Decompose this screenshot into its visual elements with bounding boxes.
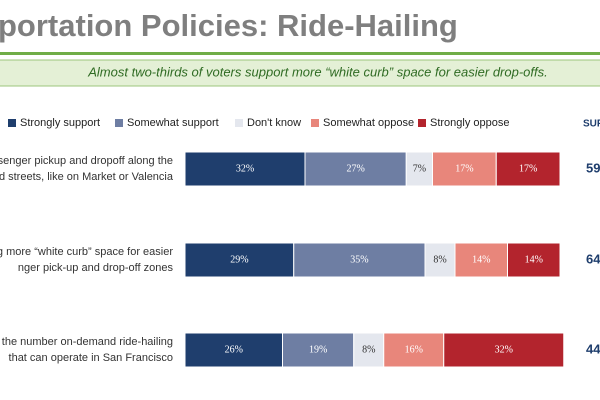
bar-segment — [293, 242, 426, 278]
value-label: 8% — [433, 254, 446, 265]
title: portation Policies: Ride-Hailing — [0, 8, 458, 43]
bar-segment — [495, 151, 561, 187]
category-label: nger pick-up and drop-off zones — [18, 262, 174, 274]
bar-segment — [304, 151, 407, 187]
category-label: g more “white curb” space for easier — [0, 246, 173, 258]
side-header: SUP — [583, 119, 600, 130]
legend-label: Strongly oppose — [430, 117, 510, 129]
legend-label: Somewhat support — [127, 117, 219, 129]
legend-swatch — [418, 119, 426, 127]
category-label: that can operate in San Francisco — [9, 352, 173, 364]
side-value: 59 — [586, 160, 600, 175]
value-label: 14% — [525, 254, 543, 265]
value-label: 17% — [519, 163, 537, 174]
value-label: 32% — [495, 344, 513, 355]
bar-segment — [507, 242, 561, 278]
value-label: 8% — [362, 344, 375, 355]
value-label: 32% — [236, 163, 254, 174]
legend-label: Somewhat oppose — [323, 117, 414, 129]
legend-label: Don't know — [247, 117, 301, 129]
bar-segment — [424, 242, 456, 278]
value-label: 16% — [405, 344, 423, 355]
bar-segment — [282, 332, 355, 368]
value-label: 26% — [225, 344, 243, 355]
subtitle-band — [0, 60, 600, 86]
value-label: 14% — [472, 254, 490, 265]
bar-segment — [353, 332, 385, 368]
value-label: 7% — [413, 163, 426, 174]
side-value: 44 — [586, 341, 600, 356]
legend-swatch — [8, 119, 16, 127]
category-label: senger pickup and dropoff along the — [0, 155, 173, 167]
category-label: the number on-demand ride-hailing — [2, 336, 173, 348]
bar-segment — [383, 332, 445, 368]
bar-segment — [184, 242, 295, 278]
bar-segment — [443, 332, 565, 368]
subtitle: Almost two-thirds of voters support more… — [87, 64, 548, 79]
category-label: ed streets, like on Market or Valencia — [0, 171, 174, 183]
bar-segment — [184, 332, 283, 368]
side-value: 64 — [586, 251, 600, 266]
legend-swatch — [235, 119, 243, 127]
bar-segment — [184, 151, 306, 187]
value-label: 17% — [455, 163, 473, 174]
value-label: 35% — [350, 254, 368, 265]
value-label: 27% — [346, 163, 364, 174]
value-label: 29% — [230, 254, 248, 265]
title-rule — [0, 52, 600, 55]
legend-swatch — [311, 119, 319, 127]
value-label: 19% — [309, 344, 327, 355]
legend-label: Strongly support — [20, 117, 100, 129]
bar-segment — [454, 242, 508, 278]
legend-swatch — [115, 119, 123, 127]
